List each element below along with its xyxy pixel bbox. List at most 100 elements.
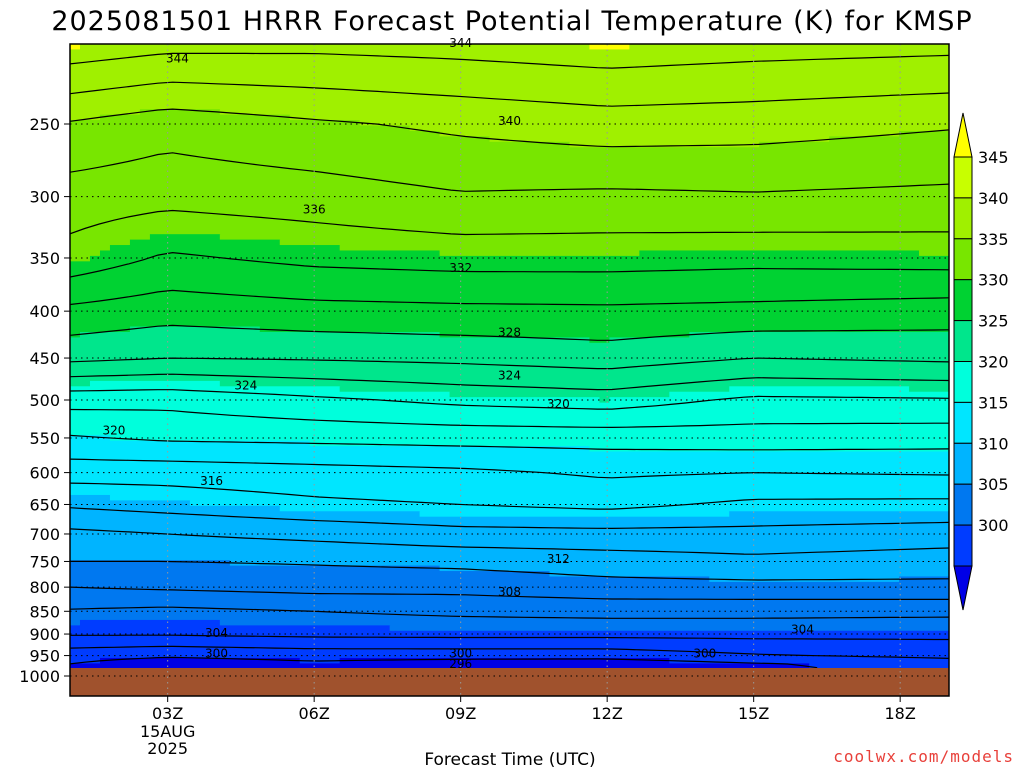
y-tick-label: 400 — [29, 302, 60, 321]
field-cell — [289, 114, 949, 121]
field-cell — [70, 505, 281, 512]
field-cell — [439, 130, 900, 137]
field-cell — [70, 647, 949, 654]
field-cell — [70, 571, 551, 578]
field-cell — [829, 136, 949, 143]
field-cell — [70, 163, 949, 170]
credit-link[interactable]: coolwx.com/models — [833, 747, 1014, 766]
field-cell — [70, 386, 341, 393]
contour-line-338 — [70, 152, 949, 193]
field-cell — [70, 310, 949, 317]
x-tick-label: 15Z — [738, 704, 769, 723]
field-cell — [70, 147, 949, 154]
field-cell — [70, 228, 949, 235]
field-cell — [359, 120, 949, 127]
y-tick-label: 450 — [29, 349, 60, 368]
y-tick-label: 250 — [29, 115, 60, 134]
field-cell — [79, 44, 591, 51]
field-cell — [70, 152, 949, 159]
field-cell — [109, 245, 341, 252]
field-cell — [70, 424, 949, 431]
y-tick-label: 900 — [29, 625, 60, 644]
field-cell — [439, 565, 949, 572]
contour-line-326 — [70, 373, 949, 391]
field-cell — [70, 353, 949, 360]
field-cell — [909, 386, 949, 393]
field-cell — [70, 370, 949, 377]
contour-line-316 — [70, 482, 949, 510]
field-cell — [99, 114, 291, 121]
field-cell — [70, 179, 949, 186]
field-cell — [609, 397, 949, 404]
field-cell — [219, 109, 949, 116]
field-cell — [489, 136, 830, 143]
field-cell — [70, 565, 441, 572]
field-cell — [70, 348, 949, 355]
y-tick-label: 300 — [29, 188, 60, 207]
field-cell — [149, 234, 221, 241]
field-cell — [219, 234, 949, 241]
plot-area: 344 344 340 336 332 328 324 324 320 320 316 312 308 3… — [19, 36, 950, 758]
contour-label: 320 — [547, 397, 570, 411]
field-cell — [339, 245, 949, 252]
field-cell — [70, 380, 91, 387]
colorbar-label: 345 — [978, 148, 1009, 167]
field-cell — [70, 456, 949, 463]
chart-title: 2025081501 HRRR Forecast Potential Tempe… — [51, 6, 972, 37]
contour-lines — [70, 52, 949, 669]
field-cell — [439, 250, 640, 257]
field-cell — [70, 304, 949, 311]
field-cell — [70, 625, 391, 632]
field-cell — [70, 185, 949, 192]
field-cell — [70, 201, 949, 208]
colorbar-label: 320 — [978, 353, 1009, 372]
field-cell — [70, 408, 949, 415]
field-cell — [70, 174, 949, 181]
field-cell — [70, 266, 949, 273]
y-tick-label: 600 — [29, 464, 60, 483]
contour-line-318 — [70, 458, 949, 479]
field-cell — [219, 619, 949, 626]
y-tick-label: 850 — [29, 602, 60, 621]
ground-fill — [70, 668, 949, 696]
field-cell — [70, 549, 949, 556]
contour-line-310 — [70, 560, 949, 581]
field-cell — [89, 380, 221, 387]
field-cell — [70, 293, 949, 300]
field-cell — [70, 239, 131, 246]
colorbar-label: 315 — [978, 393, 1009, 412]
field-cell — [70, 375, 949, 382]
y-tick-label: 950 — [29, 647, 60, 666]
field-cell — [419, 511, 730, 518]
field-cell — [589, 446, 949, 453]
field-cell — [70, 554, 949, 561]
field-cell — [70, 359, 949, 366]
field-cell — [70, 462, 949, 469]
field-cell — [70, 560, 231, 567]
field-cell — [70, 158, 949, 165]
field-cell — [70, 283, 949, 290]
colorbar-band — [953, 442, 973, 485]
field-cell — [89, 255, 949, 262]
field-cell — [70, 109, 141, 116]
field-cell — [70, 630, 949, 637]
field-cell — [70, 500, 191, 507]
field-cell — [70, 478, 949, 485]
contour-label: 336 — [303, 203, 326, 217]
field-cell — [70, 65, 949, 72]
field-cell — [70, 234, 151, 241]
contour-label: 332 — [449, 261, 472, 275]
colorbar-extend-bottom — [953, 565, 973, 611]
field-cell — [70, 429, 949, 436]
field-cell — [99, 250, 441, 257]
field-cell — [70, 250, 101, 257]
contour-label: 304 — [791, 623, 814, 637]
field-cell — [129, 326, 261, 333]
contour-line-340 — [70, 108, 949, 148]
field-cell — [70, 114, 101, 121]
contour-label: 312 — [547, 552, 570, 566]
contour-line-344 — [70, 52, 949, 69]
field-cell — [219, 380, 949, 387]
field-cell — [70, 609, 949, 616]
field-cell — [70, 641, 949, 648]
